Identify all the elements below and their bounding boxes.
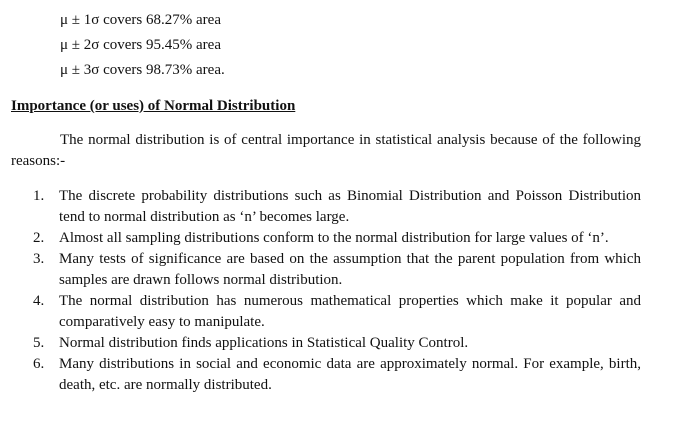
list-item-number: 3. (33, 251, 45, 267)
coverage-line-2sigma: μ ± 2σ covers 95.45% area (60, 37, 221, 53)
intro-paragraph: The normal distribution is of central im… (11, 132, 641, 169)
list-item-number: 5. (33, 335, 45, 351)
list-item: 2. Almost all sampling distributions con… (0, 228, 641, 249)
list-item-text: The discrete probability distributions s… (59, 188, 641, 225)
list-item-text: Almost all sampling distributions confor… (59, 230, 609, 246)
list-item-number: 4. (33, 293, 45, 309)
reasons-list: 1. The discrete probability distribution… (0, 186, 673, 396)
list-item-text: Normal distribution finds applications i… (59, 335, 469, 351)
coverage-line-3sigma: μ ± 3σ covers 98.73% area. (60, 62, 225, 78)
list-item-text: The normal distribution has numerous mat… (59, 293, 641, 330)
list-item-text: Many distributions in social and economi… (59, 356, 641, 393)
list-item: 6. Many distributions in social and econ… (0, 354, 641, 396)
list-item: 5. Normal distribution finds application… (0, 333, 641, 354)
list-item-number: 2. (33, 230, 45, 246)
list-item-number: 6. (33, 356, 45, 372)
list-item-text: Many tests of significance are based on … (59, 251, 641, 288)
coverage-line-1sigma: μ ± 1σ covers 68.27% area (60, 12, 221, 28)
list-item: 4. The normal distribution has numerous … (0, 291, 641, 333)
list-item-number: 1. (33, 188, 45, 204)
list-item: 1. The discrete probability distribution… (0, 186, 641, 228)
list-item: 3. Many tests of significance are based … (0, 249, 641, 291)
section-heading: Importance (or uses) of Normal Distribut… (11, 98, 296, 114)
